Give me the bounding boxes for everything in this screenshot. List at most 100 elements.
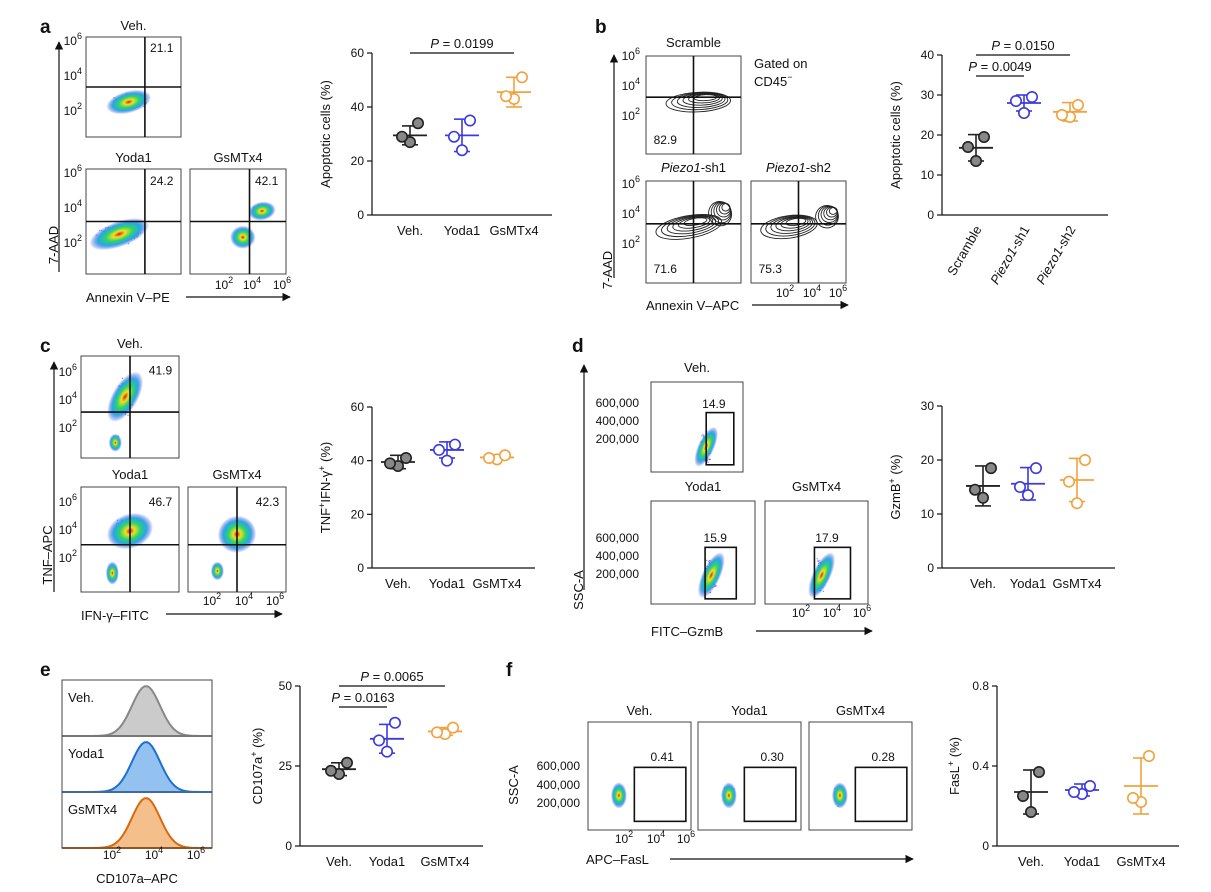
gate-box [743,766,797,823]
y-tick-label: 20 [921,453,935,467]
x-tick-label: Yoda1 [429,576,465,591]
plot-title-f0: Veh. [626,703,652,718]
xtick: 106 [853,603,871,620]
density-blob [107,371,144,422]
dot-plot-a: 0 20 40 60 Apoptotic cells (%) Veh. Yoda1 GsMTx… [318,36,552,238]
x-tick-label: GsMTx4 [1052,576,1101,591]
flow-plot: 17.9 [764,500,869,605]
y-axis-label: FasL+ (%) [946,737,962,795]
xtick: 104 [145,845,163,862]
plot-area [107,371,144,452]
gate-value: 21.1 [150,41,174,55]
contour-line [671,92,729,111]
xtick: 102 [203,591,221,608]
y-axis-label: 7-AAD [600,251,615,289]
y-tick-label: 0 [982,839,989,853]
flow-plot: 0.41 [587,721,692,831]
y-tick-label: 40 [351,454,365,468]
ytick: 106 [59,492,77,509]
data-point [977,131,990,144]
ytick: 200,000 [596,432,640,446]
data-point [1021,489,1034,502]
data-point [1143,749,1156,762]
ytick-2: 102 [64,233,82,250]
xtick: 106 [677,829,695,846]
data-point [498,449,511,462]
gate-value: 82.9 [654,133,678,147]
gate-box [633,766,687,823]
contour-line [765,215,816,237]
flow-plot: 21.1 [85,36,182,138]
ytick: 400,000 [537,778,581,792]
x-axis-label: Annexin V–APC [646,298,739,313]
ytick-4: 104 [64,66,82,83]
y-tick-label: 30 [921,399,935,413]
x-tick-label: Scramble [944,223,984,278]
y-tick-label: 0 [285,839,292,853]
flow-plot: 41.9 [80,355,180,459]
plot-frame [764,500,869,605]
xtick: 102 [215,275,233,292]
plot-title-b0: Scramble [666,35,721,50]
data-point [1071,497,1084,510]
y-tick-label: 40 [351,100,365,114]
data-point [447,130,460,143]
ytick: 102 [59,418,77,435]
ytick: 104 [59,520,77,537]
density-blob [89,218,150,251]
data-point [340,756,353,769]
y-axis-label: SSC-A [571,570,586,610]
contour-line [665,91,731,113]
plot-area [697,552,725,599]
data-point [1013,480,1026,493]
gated-cd45: CD45− [754,72,793,89]
plot-area [831,782,848,809]
p-value: P = 0.0065 [360,669,423,684]
gate-box [813,546,852,600]
density-blob [105,561,119,585]
data-point [976,491,989,504]
ytick: 104 [622,204,640,221]
histogram-label: Veh. [68,690,94,705]
xtick: 104 [243,275,261,292]
ytick: 106 [622,46,640,63]
y-axis-label: GzmB+ (%) [887,454,903,519]
plot-area [808,552,836,599]
x-tick-label: Yoda1 [444,223,480,238]
gate-value: 0.28 [871,750,895,764]
data-point [1030,462,1043,475]
flow-plot: 42.3 [187,486,287,593]
density-blob [610,782,627,809]
xtick: 106 [266,591,284,608]
event-dot [702,433,704,436]
data-point [1026,91,1039,104]
ytick: 400,000 [596,549,640,563]
xtick: 102 [615,829,633,846]
ytick-6: 106 [64,163,82,180]
gate-value: 75.3 [759,262,783,276]
plot-area [655,201,733,240]
y-axis-label: SSC-A [506,765,521,805]
x-tick-label: Yoda1 [1064,854,1100,869]
data-point [455,144,468,157]
event-dot [822,590,825,593]
gated-text: Gated on [754,56,808,71]
contour-line [780,217,809,229]
density-blob [720,782,737,809]
x-tick-label: GsMTx4 [1116,854,1165,869]
plot-title-b2: Piezo1-sh2 [766,160,831,175]
y-axis-label: Apoptotic cells (%) [888,81,903,189]
density-blob [248,201,276,221]
xtick: 104 [647,829,665,846]
data-point [399,451,412,464]
histogram-panel: Veh. Yoda1 GsMTx4 102 104 106 CD107a–APC [61,679,213,886]
data-point [440,454,453,467]
ytick: 200,000 [596,567,640,581]
ytick-4: 104 [64,198,82,215]
x-tick-label: Veh. [397,223,423,238]
event-dot [816,558,818,560]
data-point [482,451,495,464]
plot-title-b1: Piezo1-sh1 [661,160,726,175]
xtick: 102 [103,845,121,862]
x-axis-label: APC–FasL [586,852,649,867]
